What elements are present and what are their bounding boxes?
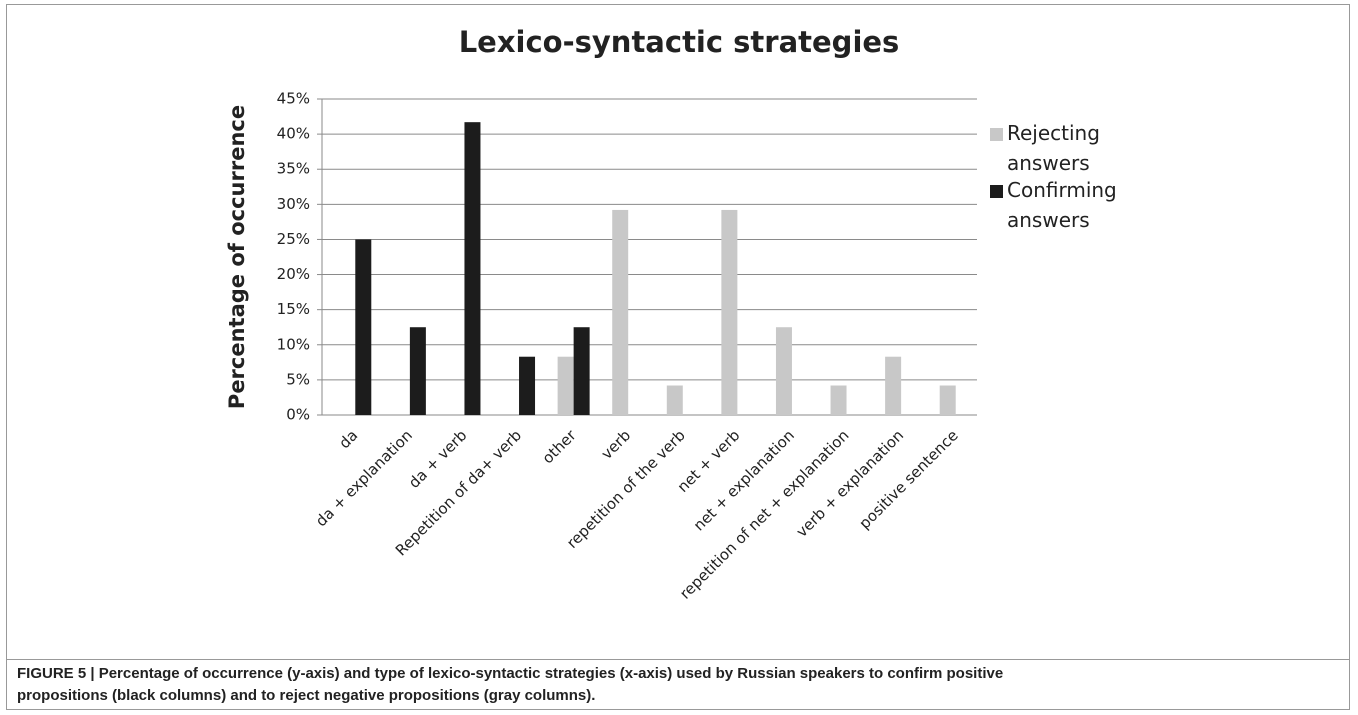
legend-swatch [990, 185, 1003, 198]
x-tick-label: da + explanation [312, 426, 416, 530]
bar [519, 356, 536, 415]
legend-label: Rejecting answers [1007, 121, 1100, 175]
y-tick-label: 35% [277, 160, 310, 178]
bar [612, 209, 629, 415]
bar [557, 356, 574, 415]
x-tick-label: da [335, 426, 361, 452]
bar [355, 239, 372, 415]
caption: FIGURE 5 | Percentage of occurrence (y-a… [17, 665, 1004, 704]
y-tick-label: 40% [277, 125, 310, 143]
y-tick-label: 45% [277, 90, 310, 108]
x-tick-label: verb [598, 426, 635, 463]
x-tick-label: positive sentence [855, 426, 961, 532]
y-tick-label: 5% [286, 370, 310, 388]
bar [666, 385, 683, 415]
y-tick-label: 25% [277, 230, 310, 248]
y-axis-label: Percentage of occurrence [225, 105, 249, 409]
x-tick-label: other [539, 426, 581, 468]
bar [939, 385, 956, 415]
legend-label: Confirming answers [1007, 178, 1117, 232]
chart-title: Lexico-syntactic strategies [459, 25, 900, 59]
chart: Lexico-syntactic strategies Percentage o… [225, 25, 977, 603]
bar [885, 356, 902, 415]
y-tick-label: 30% [277, 195, 310, 213]
y-tick-label: 0% [286, 406, 310, 424]
y-tick-label: 15% [277, 300, 310, 318]
bar [830, 385, 847, 415]
bar [775, 327, 792, 415]
separator [6, 659, 1350, 660]
y-tick-label: 20% [277, 265, 310, 283]
y-tick-label: 10% [277, 335, 310, 353]
figure-frame [6, 4, 1350, 710]
legend-swatch [990, 128, 1003, 141]
bar [573, 327, 590, 415]
bar [464, 122, 481, 415]
x-tick-label: verb + explanation [793, 426, 908, 541]
x-tick-label: net + explanation [690, 426, 798, 534]
bar [409, 327, 426, 415]
bar [721, 209, 738, 415]
